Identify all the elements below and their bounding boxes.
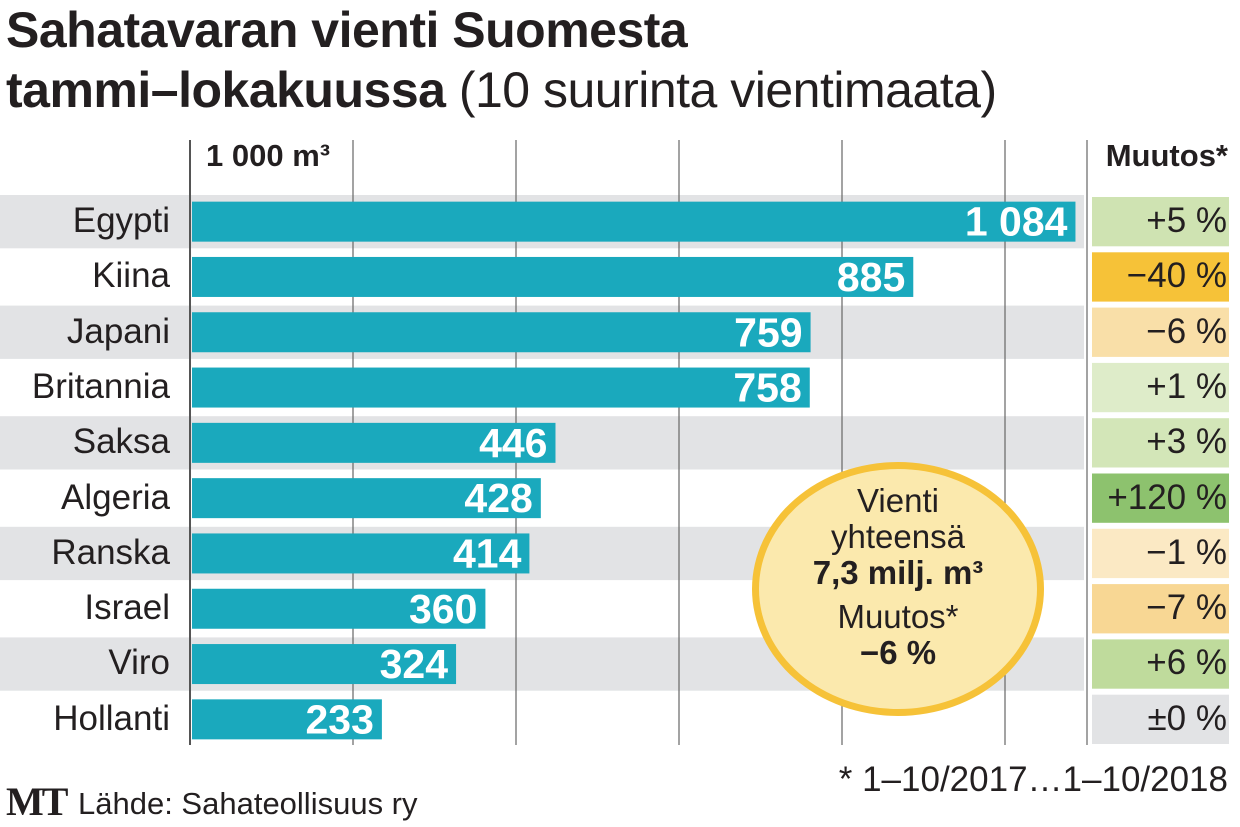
change-cell [1092,252,1229,302]
bubble-total: 7,3 milj. m³ [812,554,984,591]
change-value: −40 % [1126,256,1227,296]
unit-label: 1 000 m³ [206,138,331,173]
change-value: +5 % [1146,201,1227,240]
change-value: −1 % [1146,532,1227,572]
category-label: Japani [66,311,170,351]
bar [192,644,457,685]
category-label: Algeria [61,477,170,517]
bar [192,312,811,353]
bar [192,699,382,740]
mt-logo: MT [6,779,68,824]
category-label: Saksa [72,422,170,462]
category-label: Kiina [92,256,170,296]
bars [192,197,1229,744]
change-column-header: Muutos* [1105,138,1228,173]
footnote: * 1–10/2017…1–10/2018 [838,760,1228,799]
change-cell [1092,197,1229,247]
change-cell [1092,584,1229,634]
source-text: Lähde: Sahateollisuus ry [78,786,418,821]
bubble-change-label: Muutos* [837,598,959,635]
bubble-line1: Vienti [857,482,939,519]
bar-value-label: 1 084 [965,199,1068,245]
bar [192,201,1076,242]
bar-value-label: 759 [734,309,802,355]
bubble-change-value: −6 % [859,634,937,671]
change-value: −7 % [1146,588,1227,628]
change-cell [1092,528,1229,579]
title-line2: tammi–lokakuussa [6,62,446,118]
change-cell [1092,307,1229,357]
change-value: +3 % [1146,422,1227,462]
change-value: +120 % [1107,477,1227,517]
change-value: +6 % [1146,643,1227,683]
change-cell [1092,418,1229,468]
bar [192,533,530,574]
bar [192,256,914,297]
bar [192,588,486,629]
category-label: Hollanti [53,698,170,738]
change-cell [1092,362,1229,413]
change-value: +1 % [1146,366,1227,406]
bar [192,422,556,463]
bar-value-label: 414 [453,530,522,576]
bar [192,367,810,408]
change-cell [1092,473,1229,523]
change-value: ±0 % [1147,698,1227,738]
bar-value-label: 233 [305,696,373,742]
change-cell [1092,694,1229,744]
bubble-line2: yhteensä [831,518,965,555]
title-subtitle: (10 suurinta vientimaata) [445,62,997,118]
bar-value-label: 428 [464,475,532,521]
category-label: Viro [108,643,170,683]
title-line1: Sahatavaran vienti Suomesta [6,2,688,58]
category-label: Egypti [72,201,170,240]
bar-value-label: 360 [409,586,477,632]
category-label: Ranska [51,532,170,572]
category-label: Israel [84,588,170,628]
total-bubble: Vienti yhteensä 7,3 milj. m³ Muutos* −6 … [752,462,1044,716]
bar-value-label: 885 [837,254,905,300]
bar [192,478,541,519]
bar-value-label: 324 [380,641,449,687]
change-cell [1092,639,1229,689]
bar-value-label: 758 [733,365,801,411]
bar-value-label: 446 [479,420,547,466]
change-value: −6 % [1146,311,1227,351]
category-label: Britannia [31,366,170,406]
chart-title: Sahatavaran vienti Suomesta tammi–lokaku… [6,0,997,120]
